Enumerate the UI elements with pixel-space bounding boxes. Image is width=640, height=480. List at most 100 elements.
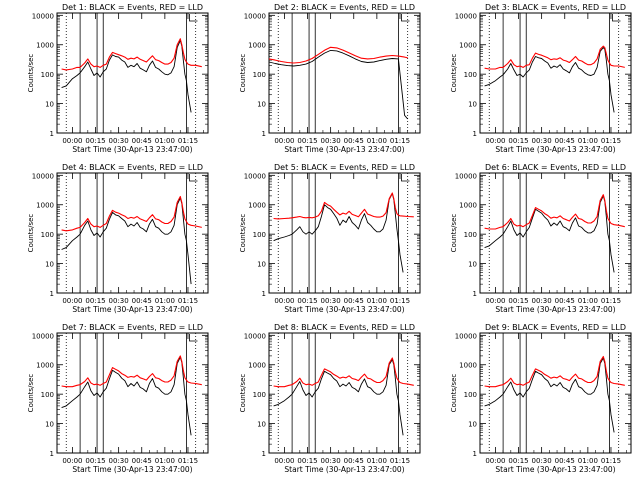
series-line-lld: [268, 46, 408, 64]
panel-det-6: 1 10 100 1000 10000 00:00 00:15 00:30 00:45 01:00…: [450, 163, 632, 314]
plot-frame: [268, 172, 421, 294]
y-tick-label: 1: [50, 450, 54, 458]
x-axis-label: Start Time (30-Apr-13 23:47:00): [72, 465, 192, 474]
x-tick-label: 00:30: [532, 137, 552, 145]
y-tick-label: 1000: [459, 362, 477, 370]
y-tick-label: 10000: [32, 12, 54, 20]
y-tick-label: 10: [468, 101, 477, 109]
x-tick-label: 00:00: [62, 137, 82, 145]
panel-title: Det 9: BLACK = Events, RED = LLD: [485, 323, 626, 332]
y-tick-label: 10000: [32, 332, 54, 340]
corner-bracket: [401, 14, 410, 22]
x-axis-label: Start Time (30-Apr-13 23:47:00): [284, 305, 404, 314]
y-tick-label: 10: [468, 421, 477, 429]
x-tick-label: 00:45: [555, 457, 575, 465]
plot-frame: [268, 12, 421, 134]
x-tick-label: 01:00: [367, 457, 387, 465]
x-axis-label: Start Time (30-Apr-13 23:47:00): [284, 145, 404, 154]
x-tick-label: 00:30: [109, 457, 129, 465]
y-tick-label: 10000: [455, 332, 477, 340]
plot-frame: [268, 332, 421, 454]
x-tick-label: 00:00: [274, 457, 294, 465]
y-tick-label: 1: [473, 130, 477, 138]
x-tick-label: 00:45: [132, 137, 152, 145]
series-line-events: [61, 39, 192, 113]
x-tick-label: 00:30: [321, 297, 341, 305]
x-tick-label: 00:15: [508, 457, 528, 465]
plot-frame: [479, 12, 632, 134]
x-tick-label: 01:00: [155, 457, 175, 465]
panel-det-9: 1 10 100 1000 10000 00:00 00:15 00:30 00:45 01:00…: [450, 323, 632, 474]
panel-title: Det 7: BLACK = Events, RED = LLD: [62, 323, 203, 332]
y-axis-label: Counts/sec: [450, 214, 458, 253]
y-tick-label: 10000: [244, 12, 266, 20]
x-tick-label: 01:00: [155, 297, 175, 305]
corner-bracket: [189, 334, 198, 342]
y-tick-label: 10000: [32, 172, 54, 180]
x-tick-label: 00:30: [109, 297, 129, 305]
plot-frame: [479, 172, 632, 294]
panel-title: Det 1: BLACK = Events, RED = LLD: [62, 3, 203, 12]
y-tick-label: 10: [257, 101, 266, 109]
x-tick-label: 01:15: [178, 457, 198, 465]
x-tick-label: 00:15: [508, 137, 528, 145]
x-axis-label: Start Time (30-Apr-13 23:47:00): [72, 305, 192, 314]
corner-bracket: [189, 14, 198, 22]
corner-bracket: [189, 174, 198, 182]
y-axis-label: Counts/sec: [239, 214, 247, 253]
x-tick-label: 00:15: [85, 137, 105, 145]
y-tick-label: 100: [253, 231, 266, 239]
y-axis-label: Counts/sec: [27, 374, 35, 413]
y-tick-label: 100: [464, 71, 477, 79]
corner-bracket: [612, 14, 621, 22]
y-tick-label: 1: [473, 450, 477, 458]
panel-det-3: 1 10 100 1000 10000 00:00 00:15 00:30 00:45 01:00…: [450, 3, 632, 154]
series-line-events: [484, 47, 615, 113]
panel-title: Det 2: BLACK = Events, RED = LLD: [274, 3, 415, 12]
y-tick-label: 1000: [248, 42, 266, 50]
x-tick-label: 01:15: [390, 457, 410, 465]
y-tick-label: 1000: [36, 202, 54, 210]
y-tick-label: 10: [45, 421, 54, 429]
x-tick-label: 01:15: [178, 297, 198, 305]
x-tick-label: 01:15: [601, 297, 621, 305]
x-tick-label: 00:45: [344, 297, 364, 305]
y-tick-label: 1: [262, 290, 266, 298]
series-line-lld: [484, 45, 625, 70]
y-tick-label: 10: [45, 261, 54, 269]
panel-title: Det 3: BLACK = Events, RED = LLD: [485, 3, 626, 12]
x-tick-label: 01:00: [367, 297, 387, 305]
series-line-events: [268, 49, 409, 120]
x-tick-label: 01:15: [601, 137, 621, 145]
plot-frame: [56, 332, 209, 454]
x-tick-label: 01:15: [390, 297, 410, 305]
y-tick-label: 100: [253, 71, 266, 79]
y-tick-label: 100: [41, 71, 54, 79]
y-axis-label: Counts/sec: [27, 54, 35, 93]
y-tick-label: 100: [41, 231, 54, 239]
y-tick-label: 1000: [248, 202, 266, 210]
x-tick-label: 01:00: [155, 137, 175, 145]
x-tick-label: 01:15: [601, 457, 621, 465]
series-line-lld: [273, 357, 414, 388]
panel-det-5: 1 10 100 1000 10000 00:00 00:15 00:30 00:45 01:00…: [239, 163, 421, 314]
y-tick-label: 10: [257, 261, 266, 269]
x-tick-label: 00:00: [274, 137, 294, 145]
y-tick-label: 100: [464, 231, 477, 239]
x-tick-label: 00:15: [297, 457, 317, 465]
panel-title: Det 8: BLACK = Events, RED = LLD: [274, 323, 415, 332]
panel-det-2: 1 10 100 1000 10000 00:00 00:15 00:30 00:45 01:00…: [239, 3, 421, 154]
x-tick-label: 00:15: [297, 137, 317, 145]
y-axis-label: Counts/sec: [450, 54, 458, 93]
x-tick-label: 00:45: [555, 297, 575, 305]
panel-det-7: 1 10 100 1000 10000 00:00 00:15 00:30 00:45 01:00…: [27, 323, 209, 474]
x-tick-label: 00:15: [508, 297, 528, 305]
y-tick-label: 10000: [455, 12, 477, 20]
y-axis-label: Counts/sec: [239, 374, 247, 413]
panel-det-8: 1 10 100 1000 10000 00:00 00:15 00:30 00:45 01:00…: [239, 323, 421, 474]
corner-bracket: [401, 334, 410, 342]
x-tick-label: 00:15: [85, 297, 105, 305]
plot-frame: [56, 12, 209, 134]
x-tick-label: 00:00: [485, 457, 505, 465]
